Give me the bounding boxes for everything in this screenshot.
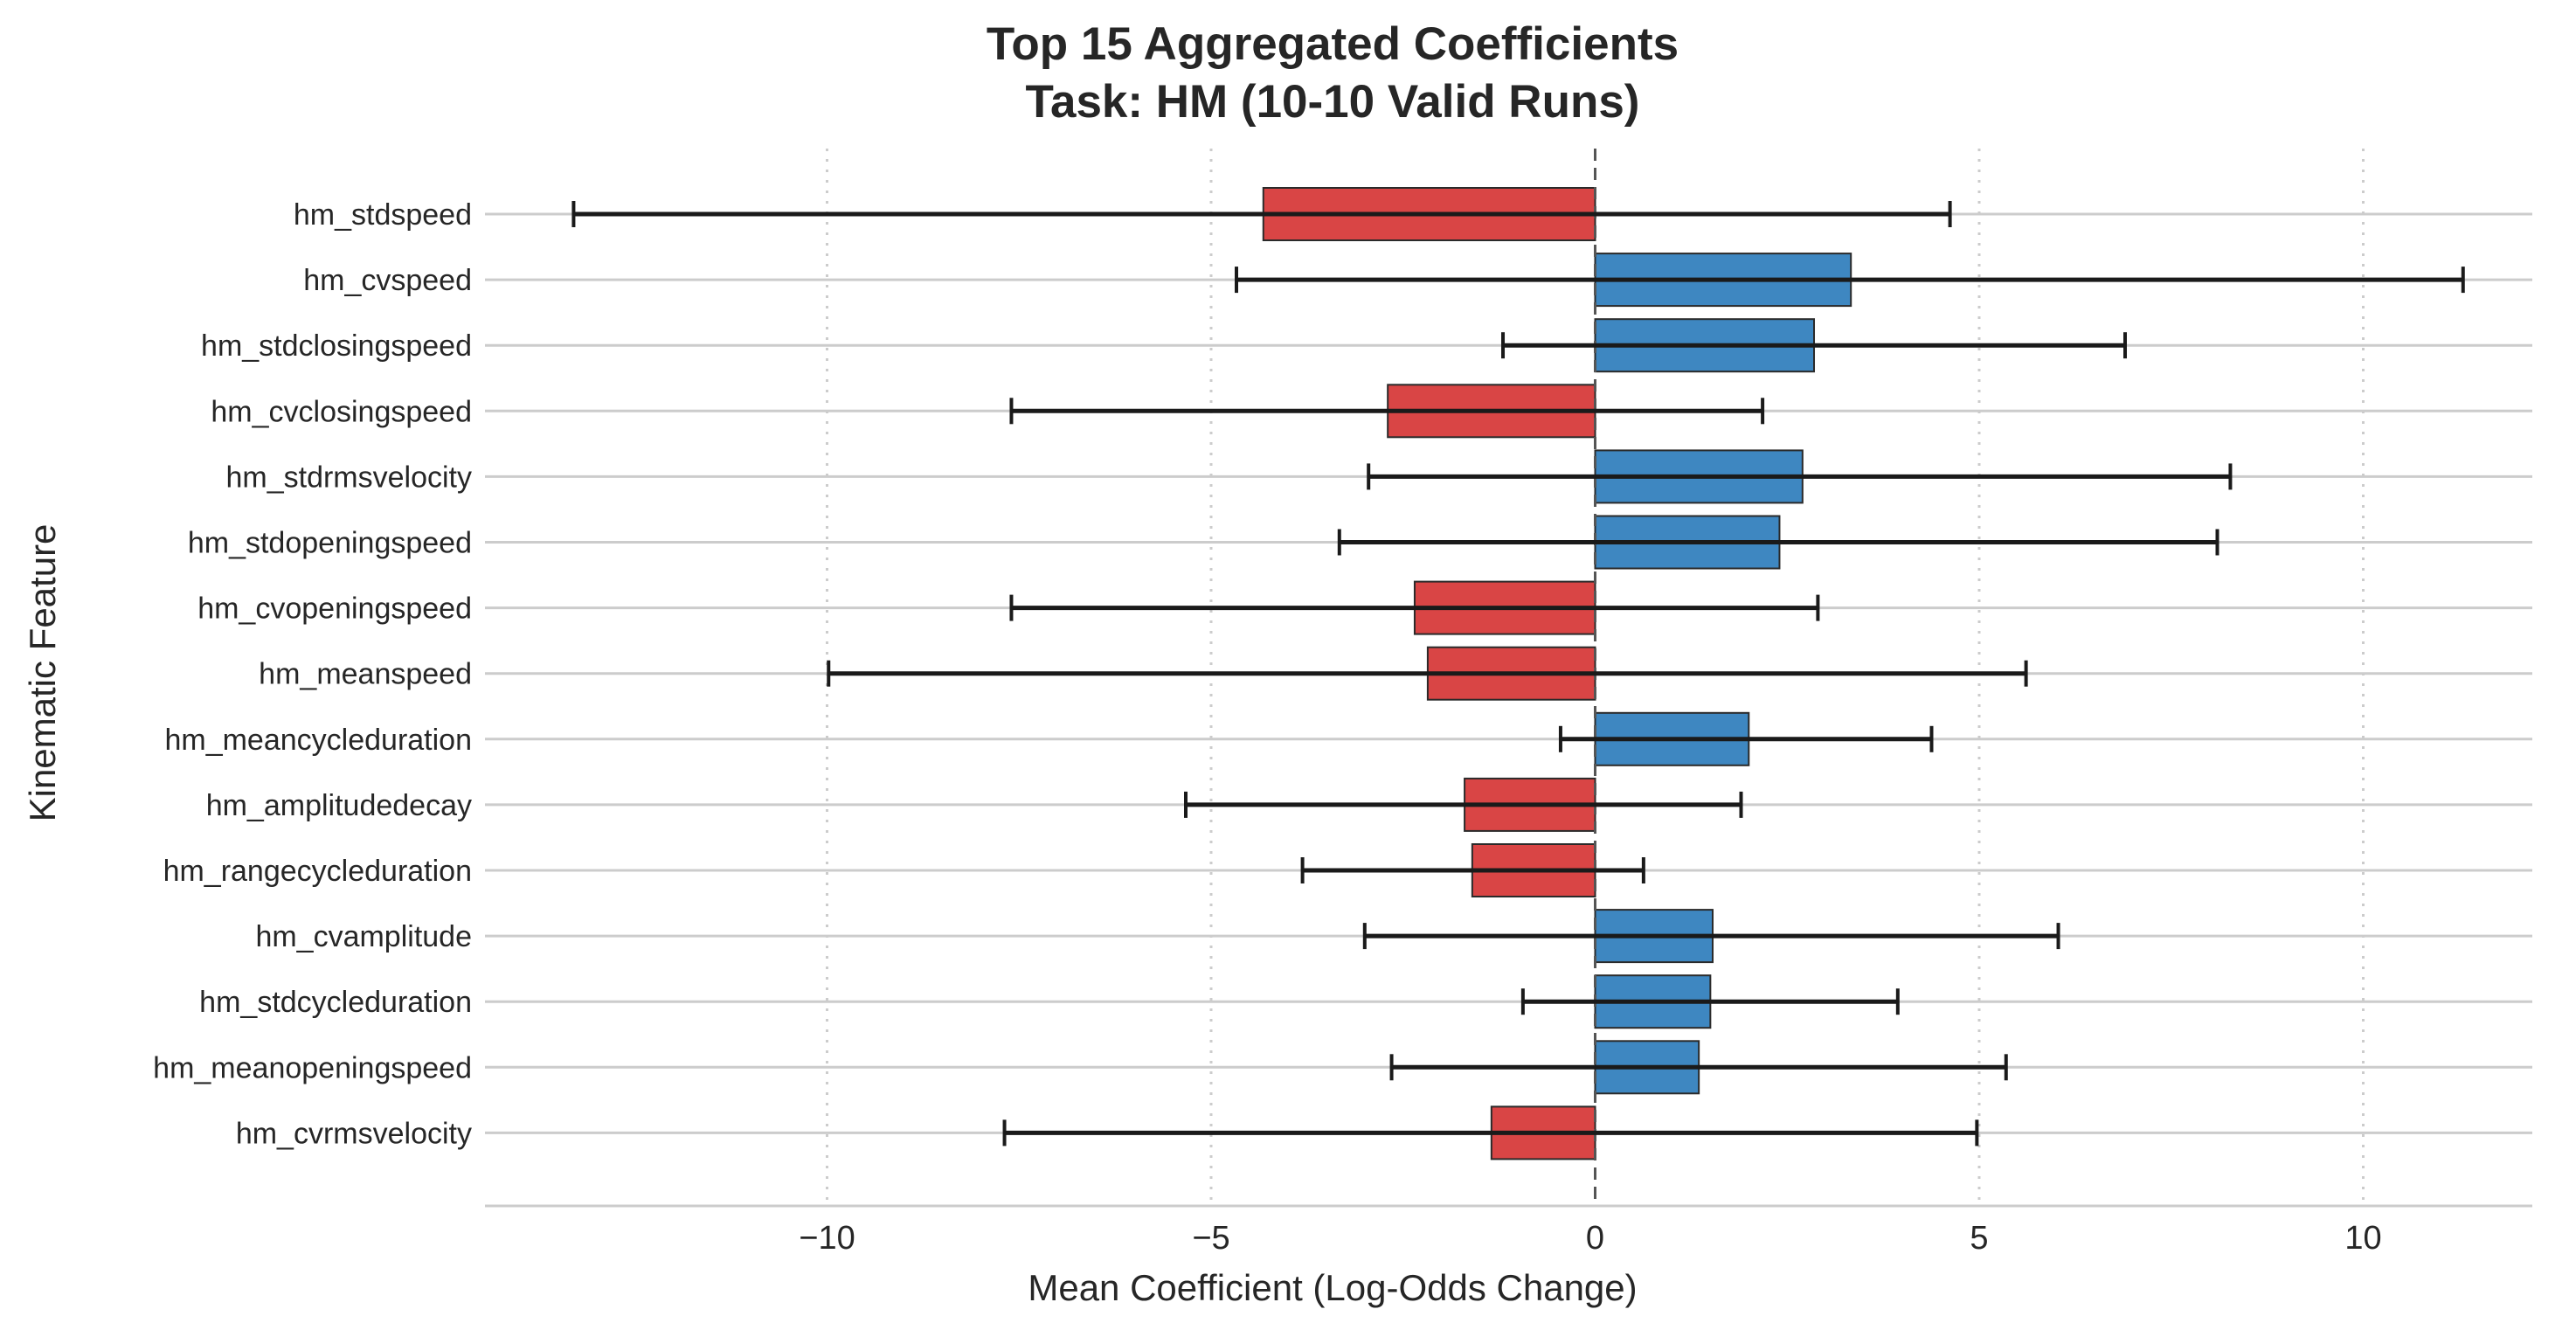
error-bar [1520, 988, 1900, 1015]
x-axis-label: Mean Coefficient (Log-Odds Change) [1028, 1267, 1637, 1308]
error-bar [1300, 857, 1645, 883]
x-tick-label: 0 [1586, 1220, 1604, 1257]
error-bar [1235, 267, 2465, 294]
error-bars-layer [571, 201, 2465, 1146]
error-bar [1558, 725, 1934, 752]
error-bar [1183, 791, 1743, 818]
error-bar [1002, 1119, 1979, 1146]
y-tick-label: hm_stdcycleduration [199, 986, 472, 1019]
y-tick-label: hm_stdclosingspeed [201, 329, 472, 363]
y-tick-label: hm_meancycleduration [164, 724, 472, 757]
error-bar [1362, 923, 2060, 950]
y-tick-label: hm_meanspeed [259, 658, 472, 691]
x-tick-label: −5 [1192, 1220, 1229, 1257]
y-tick-label: hm_stdspeed [294, 198, 472, 232]
x-tick-label: 5 [1970, 1220, 1988, 1257]
x-tick-label: −10 [799, 1220, 855, 1257]
y-tick-label: hm_cvamplitude [255, 920, 472, 953]
error-bar [827, 660, 2028, 687]
y-axis-label: Kinematic Feature [22, 524, 63, 822]
error-bar [1367, 463, 2233, 490]
y-tick-label: hm_cvspeed [303, 264, 472, 297]
y-tick-label: hm_meanopeningspeed [153, 1051, 472, 1084]
error-bar [1009, 398, 1765, 425]
error-bar [1009, 594, 1820, 621]
y-tick-label: hm_rangecycleduration [163, 855, 472, 888]
x-tick-label: 10 [2344, 1220, 2381, 1257]
bars-layer [1262, 149, 1852, 1204]
y-tick-label: hm_stdopeningspeed [188, 527, 472, 560]
chart-title-line-1: Top 15 Aggregated Coefficients [987, 18, 1679, 70]
tick-labels-layer: hm_stdspeed hm_cvspeed hm_stdclosingspeedh… [153, 198, 2381, 1257]
y-tick-label: hm_amplitudedecay [206, 789, 472, 822]
y-tick-label: hm_cvrmsvelocity [236, 1117, 472, 1150]
chart-title-line-2: Task: HM (10-10 Valid Runs) [1026, 76, 1640, 128]
y-tick-label: hm_cvopeningspeed [197, 592, 472, 626]
y-tick-label: hm_cvclosingspeed [211, 395, 472, 428]
error-bar [1389, 1054, 2008, 1081]
error-bar [1501, 332, 2128, 359]
error-bar [1337, 529, 2219, 556]
error-bar [571, 201, 1952, 227]
y-tick-label: hm_stdrmsvelocity [225, 461, 472, 494]
